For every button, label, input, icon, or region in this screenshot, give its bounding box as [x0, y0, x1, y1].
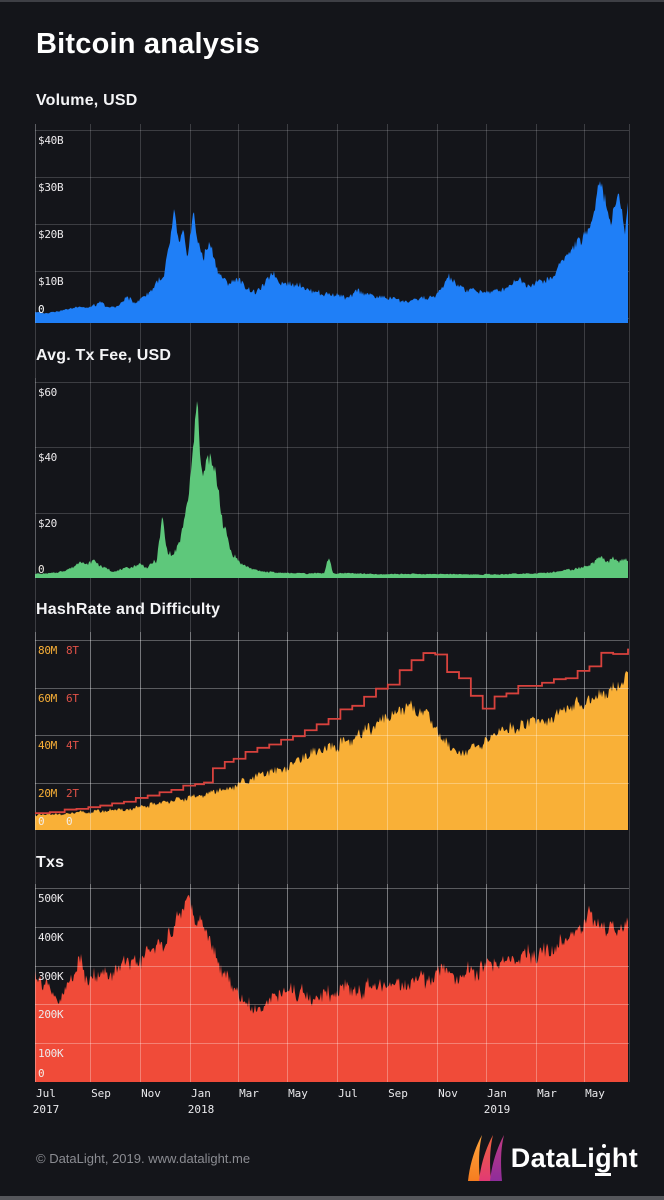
grid-vline	[238, 124, 239, 1082]
x-axis-month-label: Jul	[338, 1087, 358, 1100]
x-axis-month-label: Sep	[388, 1087, 408, 1100]
y-axis-label: 80M	[38, 644, 57, 657]
x-axis-month-label: Sep	[91, 1087, 111, 1100]
y-axis-label: 300K	[38, 969, 64, 983]
y-axis-label: 40M	[38, 739, 57, 752]
x-axis-month-label: May	[585, 1087, 605, 1100]
hashrate-chart-plot: 80M 8T 60M 6T 40M 4T 20M 2T 0 0	[35, 632, 629, 830]
x-axis-month-label: Mar	[537, 1087, 557, 1100]
x-axis-year-label: 2018	[187, 1103, 215, 1116]
y-axis-label: 0	[38, 815, 45, 828]
x-axis-year-label: 2017	[32, 1103, 60, 1116]
y-axis-label: $20B	[38, 228, 64, 241]
y-axis-label: $30B	[38, 181, 64, 194]
volume-chart-title: Volume, USD	[36, 92, 138, 109]
grid-vline	[486, 124, 487, 1082]
hashrate-and-difficulty-canvas	[35, 632, 629, 830]
avg-tx-fee-usd-canvas	[35, 378, 629, 578]
bottom-edge-divider	[0, 1196, 664, 1200]
grid-vline	[337, 124, 338, 1082]
tx-fee-chart-plot: $60 $40 $20 0	[35, 378, 629, 578]
y-axis-label: 400K	[38, 930, 64, 944]
datalight-logo: DataLight	[467, 1134, 638, 1182]
grid-vline	[190, 124, 191, 1082]
y-axis-label-secondary: 0	[66, 815, 73, 828]
grid-vline	[584, 124, 585, 1082]
y-axis-label: $40	[38, 451, 57, 465]
y-axis-label: 0	[38, 303, 45, 316]
y-axis-label: $10B	[38, 275, 64, 288]
hashrate-chart-title: HashRate and Difficulty	[36, 601, 221, 618]
y-axis-label-secondary: 2T	[66, 786, 79, 800]
y-axis-label: $60	[38, 386, 57, 399]
y-axis-label-secondary: 4T	[66, 739, 79, 752]
y-axis-label: 0	[38, 1067, 45, 1080]
y-axis-label: $20	[38, 516, 57, 530]
y-axis-label-secondary: 6T	[66, 691, 79, 705]
grid-vline	[437, 124, 438, 1082]
y-axis-label: 60M	[38, 691, 57, 705]
y-axis-label: 100K	[38, 1047, 64, 1061]
x-axis-month-label: Jan	[191, 1087, 211, 1100]
x-axis-month-label: May	[288, 1087, 308, 1100]
y-axis-label: $40B	[38, 134, 64, 147]
top-edge-divider	[0, 0, 664, 2]
txs-chart-title: Txs	[36, 854, 65, 871]
volume-chart-plot: $40B $30B $20B $10B 0	[35, 124, 629, 323]
grid-vline	[287, 124, 288, 1082]
x-axis-year-label: 2019	[483, 1103, 511, 1116]
footer-copyright: © DataLight, 2019. www.datalight.me	[36, 1151, 251, 1166]
x-axis-month-label: Nov	[438, 1087, 458, 1100]
grid-vline	[387, 124, 388, 1082]
grid-vline	[35, 124, 36, 1082]
grid-vline	[90, 124, 91, 1082]
grid-vline	[536, 124, 537, 1082]
y-axis-label-secondary: 8T	[66, 644, 79, 657]
y-axis-label: 0	[38, 563, 45, 576]
logo-stylized-g: g	[595, 1142, 612, 1176]
datalight-logo-icon	[467, 1135, 504, 1181]
y-axis-label: 500K	[38, 892, 64, 905]
y-axis-label: 200K	[38, 1008, 64, 1022]
x-axis-month-label: Mar	[239, 1087, 259, 1100]
y-axis-label: 20M	[38, 786, 57, 800]
grid-vline	[140, 124, 141, 1082]
x-axis-month-label: Jul	[36, 1087, 56, 1100]
datalight-logo-text: DataLight	[510, 1142, 638, 1176]
page-title: Bitcoin analysis	[36, 28, 260, 60]
x-axis-month-label: Nov	[141, 1087, 161, 1100]
txs-chart-plot: 500K 400K 300K 200K 100K 0	[35, 884, 629, 1082]
txs-canvas	[35, 884, 629, 1082]
volume-usd-canvas	[35, 124, 629, 323]
x-axis-month-label: Jan	[487, 1087, 507, 1100]
tx-fee-chart-title: Avg. Tx Fee, USD	[36, 347, 172, 364]
grid-vline	[629, 124, 630, 1082]
